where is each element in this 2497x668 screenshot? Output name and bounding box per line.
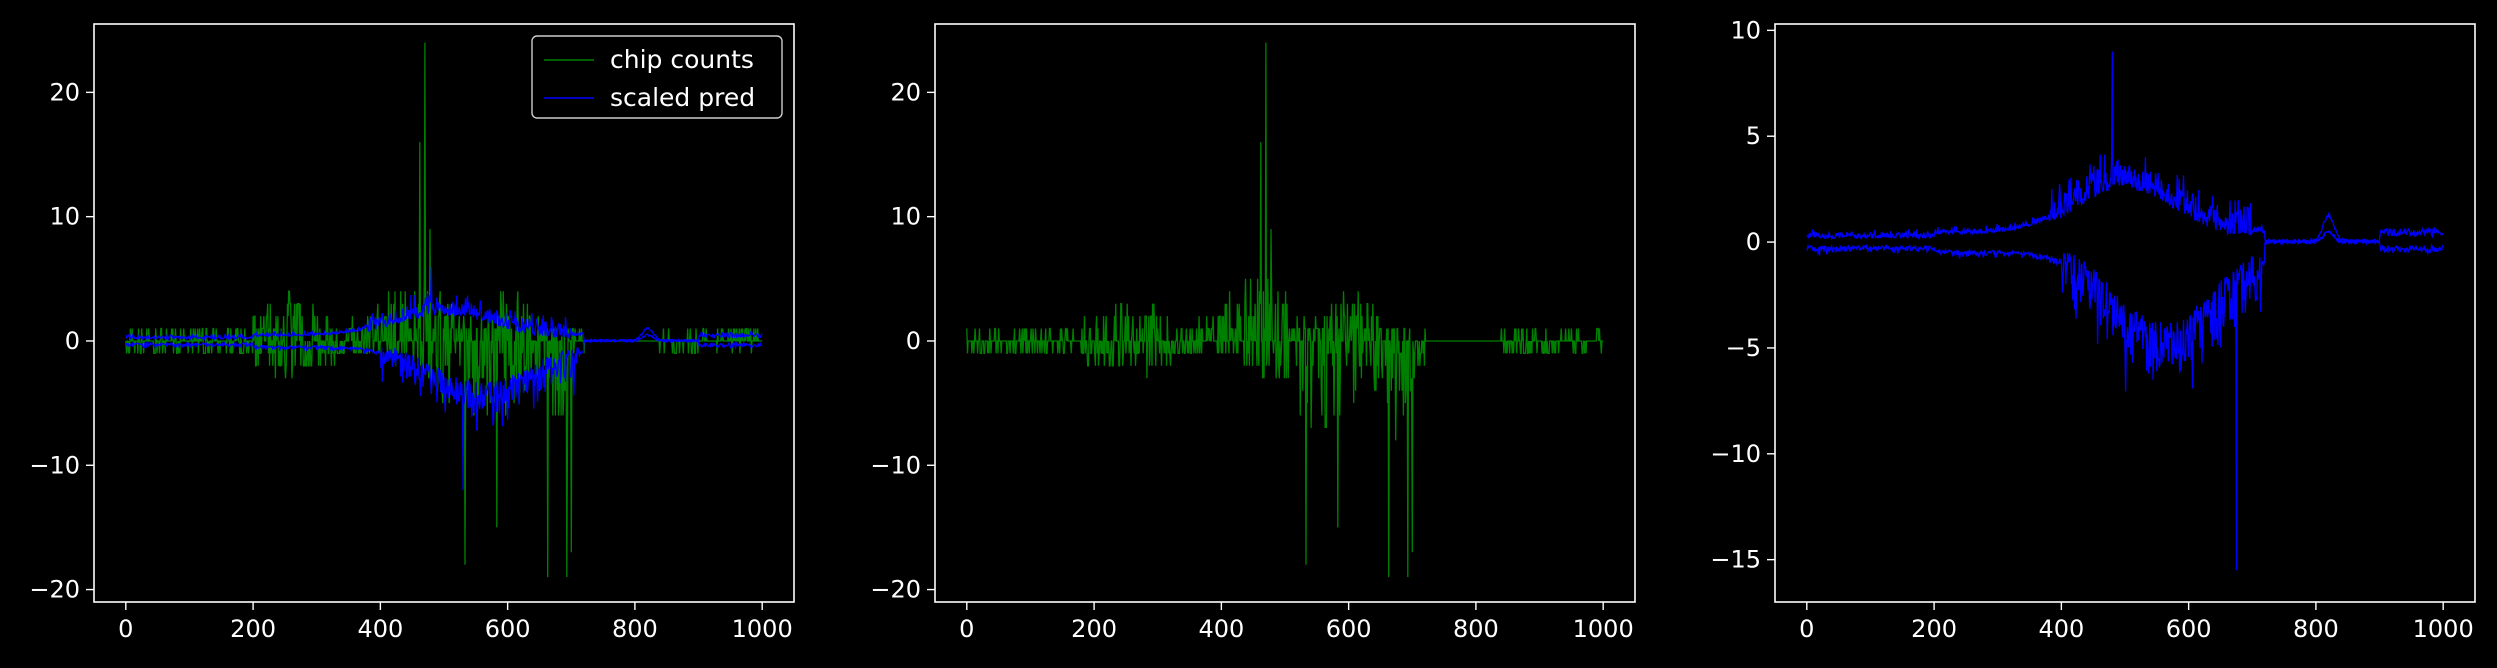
- y-tick-label: −10: [29, 451, 80, 479]
- x-tick-label: 400: [357, 615, 403, 643]
- y-tick-label: 10: [1730, 16, 1761, 44]
- y-tick-label: 0: [65, 327, 80, 355]
- y-tick-label: 10: [49, 203, 80, 231]
- x-tick-label: 800: [612, 615, 658, 643]
- y-tick-label: 10: [890, 203, 921, 231]
- x-tick-label: 800: [1453, 615, 1499, 643]
- series-line-pred-upper: [1806, 51, 2444, 245]
- x-tick-label: 0: [959, 615, 974, 643]
- y-tick-label: 0: [906, 327, 921, 355]
- y-tick-label: 5: [1746, 122, 1761, 150]
- x-tick-label: 800: [2293, 615, 2339, 643]
- plot-frame: [93, 23, 795, 603]
- middle-panel: 0 200 400 600 800 1000 −20 −10 0 10 20: [870, 23, 1636, 643]
- series-line-pred-upper: [125, 266, 763, 343]
- legend-label: scaled pred: [610, 83, 755, 112]
- series-line-pred-lower: [125, 333, 763, 491]
- y-tick-label: −15: [1710, 546, 1761, 574]
- x-tick-label: 200: [1071, 615, 1117, 643]
- plot-frame: [1774, 23, 2476, 603]
- series-line-pred-lower: [1806, 230, 2444, 571]
- left-panel: 0 200 400 600 800 1000 −20 −10 0 10 20 chip counts s…: [29, 23, 795, 643]
- y-tick-label: −10: [870, 451, 921, 479]
- x-tick-label: 200: [1911, 615, 1957, 643]
- y-tick-label: 20: [890, 78, 921, 106]
- x-tick-label: 600: [2166, 615, 2212, 643]
- legend-label: chip counts: [610, 45, 754, 74]
- y-tick-label: −20: [870, 576, 921, 604]
- x-tick-label: 1000: [732, 615, 793, 643]
- x-tick-label: 0: [1799, 615, 1814, 643]
- x-tick-label: 400: [1198, 615, 1244, 643]
- plot-frame: [934, 23, 1636, 603]
- y-tick-label: −20: [29, 576, 80, 604]
- y-tick-label: 0: [1746, 228, 1761, 256]
- legend-box: [531, 35, 783, 119]
- series-line-chip-counts: [966, 42, 1604, 578]
- x-tick-label: 400: [2038, 615, 2084, 643]
- y-tick-label: 20: [49, 78, 80, 106]
- x-tick-label: 1000: [1573, 615, 1634, 643]
- legend: chip counts scaled pred: [531, 35, 783, 119]
- x-tick-label: 200: [230, 615, 276, 643]
- x-tick-label: 0: [118, 615, 133, 643]
- right-panel: 0 200 400 600 800 1000 −15 −10 −5 0 5 10: [1710, 16, 2476, 643]
- y-tick-label: −5: [1726, 334, 1761, 362]
- x-tick-label: 1000: [2413, 615, 2474, 643]
- x-tick-label: 600: [1326, 615, 1372, 643]
- y-tick-label: −10: [1710, 440, 1761, 468]
- x-tick-label: 600: [485, 615, 531, 643]
